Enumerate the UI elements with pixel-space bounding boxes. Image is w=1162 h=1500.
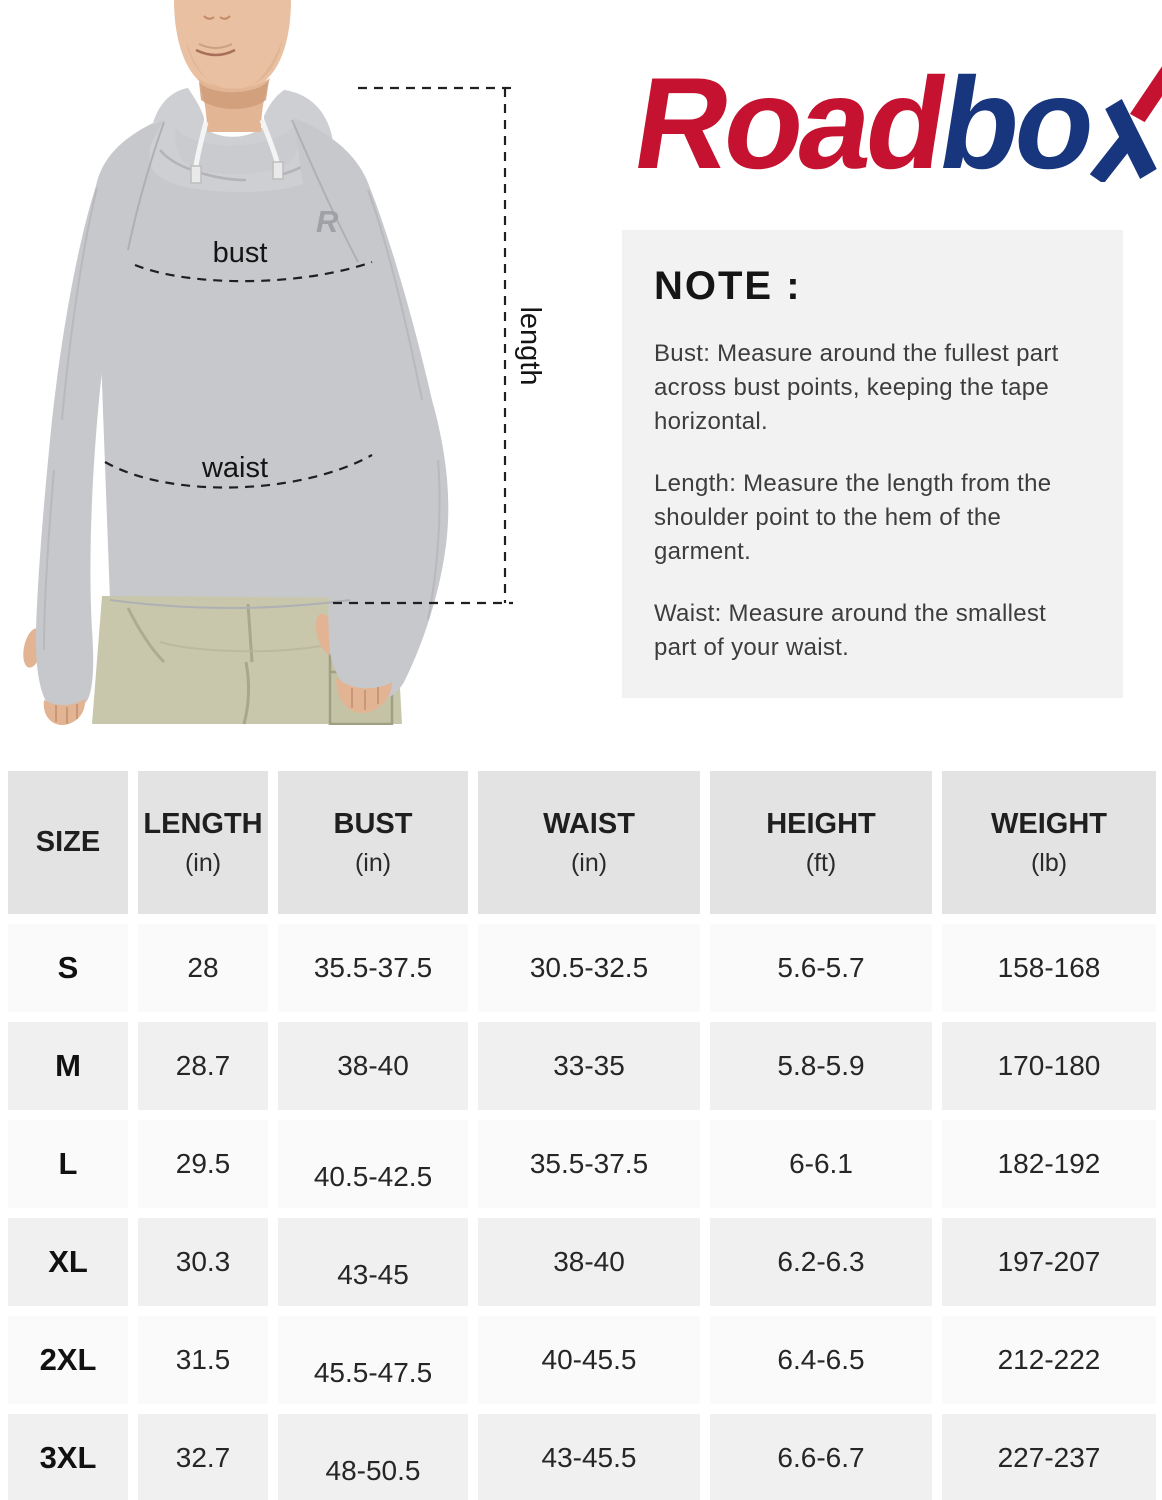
brand-logo-red-part: Road <box>624 50 954 196</box>
size-cell: XL <box>8 1218 128 1306</box>
table-row-2xl: 2XL 31.5 45.5-47.5 40-45.5 6.4-6.5 212-2… <box>8 1316 1156 1404</box>
waist-line <box>104 454 373 489</box>
size-chart: SIZE LENGTH (in) BUST (in) WAIST (in) HEIGH… <box>0 761 1162 1500</box>
note-waist-text: Waist: Measure around the smallest part … <box>654 600 1047 661</box>
bust-cell: 45.5-47.5 <box>278 1316 468 1404</box>
header-row: SIZE LENGTH (in) BUST (in) WAIST (in) HEIGH… <box>8 771 1156 914</box>
waist-cell: 35.5-37.5 <box>478 1120 700 1208</box>
size-cell: S <box>8 924 128 1012</box>
chest-brand-mark: R <box>316 204 339 239</box>
waist-label: waist <box>201 452 268 484</box>
waist-cell: 38-40 <box>478 1218 700 1306</box>
header-unit: (in) <box>570 848 608 877</box>
left-sleeve-folds <box>43 187 98 651</box>
length-label: length <box>514 306 546 385</box>
brand-logo-blue-part: bo <box>929 50 1102 196</box>
bust-cell: 48-50.5 <box>278 1414 468 1500</box>
header-label: WEIGHT <box>991 807 1107 840</box>
height-cell: 6-6.1 <box>710 1120 932 1208</box>
column-header-size: SIZE <box>8 771 128 914</box>
bust-line <box>134 260 373 283</box>
header-label: HEIGHT <box>766 807 876 840</box>
size-cell: 3XL <box>8 1414 128 1500</box>
shirt-torso <box>91 118 365 607</box>
weight-cell: 227-237 <box>942 1414 1156 1500</box>
header-label: LENGTH <box>143 807 263 840</box>
size-cell: 2XL <box>8 1316 128 1404</box>
length-cell: 31.5 <box>138 1316 268 1404</box>
brand-logo: Roadbo <box>624 50 1162 202</box>
table-row-m: M 28.7 38-40 33-35 5.8-5.9 170-180 <box>8 1022 1156 1110</box>
height-cell: 5.8-5.9 <box>710 1022 932 1110</box>
waist-cell: 33-35 <box>478 1022 700 1110</box>
weight-cell: 158-168 <box>942 924 1156 1012</box>
weight-cell: 170-180 <box>942 1022 1156 1110</box>
bust-cell: 38-40 <box>278 1022 468 1110</box>
header-label: WAIST <box>543 807 635 840</box>
waist-cell: 30.5-32.5 <box>478 924 700 1012</box>
model-photo: R bust waist length <box>0 0 560 725</box>
height-cell: 6.2-6.3 <box>710 1218 932 1306</box>
header-label: BUST <box>333 807 413 840</box>
column-header-length: LENGTH (in) <box>138 771 268 914</box>
bust-cell: 35.5-37.5 <box>278 924 468 1012</box>
size-cell: M <box>8 1022 128 1110</box>
note-title: NOTE : <box>654 264 802 308</box>
face <box>174 0 291 132</box>
size-chart-table: SIZE LENGTH (in) BUST (in) WAIST (in) HEIGH… <box>0 761 1162 1500</box>
table-row-3xl: 3XL 32.7 48-50.5 43-45.5 6.6-6.7 227-237 <box>8 1414 1156 1500</box>
header-label: SIZE <box>35 826 101 858</box>
column-header-weight: WEIGHT (lb) <box>942 771 1156 914</box>
column-header-height: HEIGHT (ft) <box>710 771 932 914</box>
length-cell: 28 <box>138 924 268 1012</box>
header-unit: (in) <box>354 848 392 877</box>
table-row-s: S 28 35.5-37.5 30.5-32.5 5.6-5.7 158-168 <box>8 924 1156 1012</box>
column-header-waist: WAIST (in) <box>478 771 700 914</box>
note-box: NOTE : Bust: Measure around the fullest … <box>622 230 1123 698</box>
height-cell: 5.6-5.7 <box>710 924 932 1012</box>
header-unit: (lb) <box>1030 848 1068 877</box>
waist-cell: 40-45.5 <box>478 1316 700 1404</box>
right-sleeve <box>294 118 449 701</box>
bust-cell: 40.5-42.5 <box>278 1120 468 1208</box>
column-header-bust: BUST (in) <box>278 771 468 914</box>
waist-cell: 43-45.5 <box>478 1414 700 1500</box>
length-cell: 30.3 <box>138 1218 268 1306</box>
measure-annotations: bust waist length <box>104 86 546 605</box>
height-cell: 6.6-6.7 <box>710 1414 932 1500</box>
weight-cell: 197-207 <box>942 1218 1156 1306</box>
hood-drawstrings <box>190 119 284 184</box>
bust-cell: 43-45 <box>278 1218 468 1306</box>
weight-cell: 182-192 <box>942 1120 1156 1208</box>
length-cell: 32.7 <box>138 1414 268 1500</box>
header-unit: (ft) <box>805 848 837 877</box>
table-row-l: L 29.5 40.5-42.5 35.5-37.5 6-6.1 182-192 <box>8 1120 1156 1208</box>
brand-logo-x-glyph <box>1089 52 1162 182</box>
note-bust-text: Bust: Measure around the fullest part ac… <box>654 340 1059 435</box>
shirt-seams <box>109 119 359 609</box>
size-cell: L <box>8 1120 128 1208</box>
header-unit: (in) <box>184 848 222 877</box>
length-cell: 28.7 <box>138 1022 268 1110</box>
table-row-xl: XL 30.3 43-45 38-40 6.2-6.3 197-207 <box>8 1218 1156 1306</box>
bust-label: bust <box>213 237 268 269</box>
hands <box>43 678 392 725</box>
left-sleeve <box>35 120 164 713</box>
length-cell: 29.5 <box>138 1120 268 1208</box>
hood-collar <box>175 124 298 175</box>
note-length-text: Length: Measure the length from the shou… <box>654 470 1052 565</box>
model-illustration: R bust waist length <box>23 0 546 725</box>
weight-cell: 212-222 <box>942 1316 1156 1404</box>
height-cell: 6.4-6.5 <box>710 1316 932 1404</box>
